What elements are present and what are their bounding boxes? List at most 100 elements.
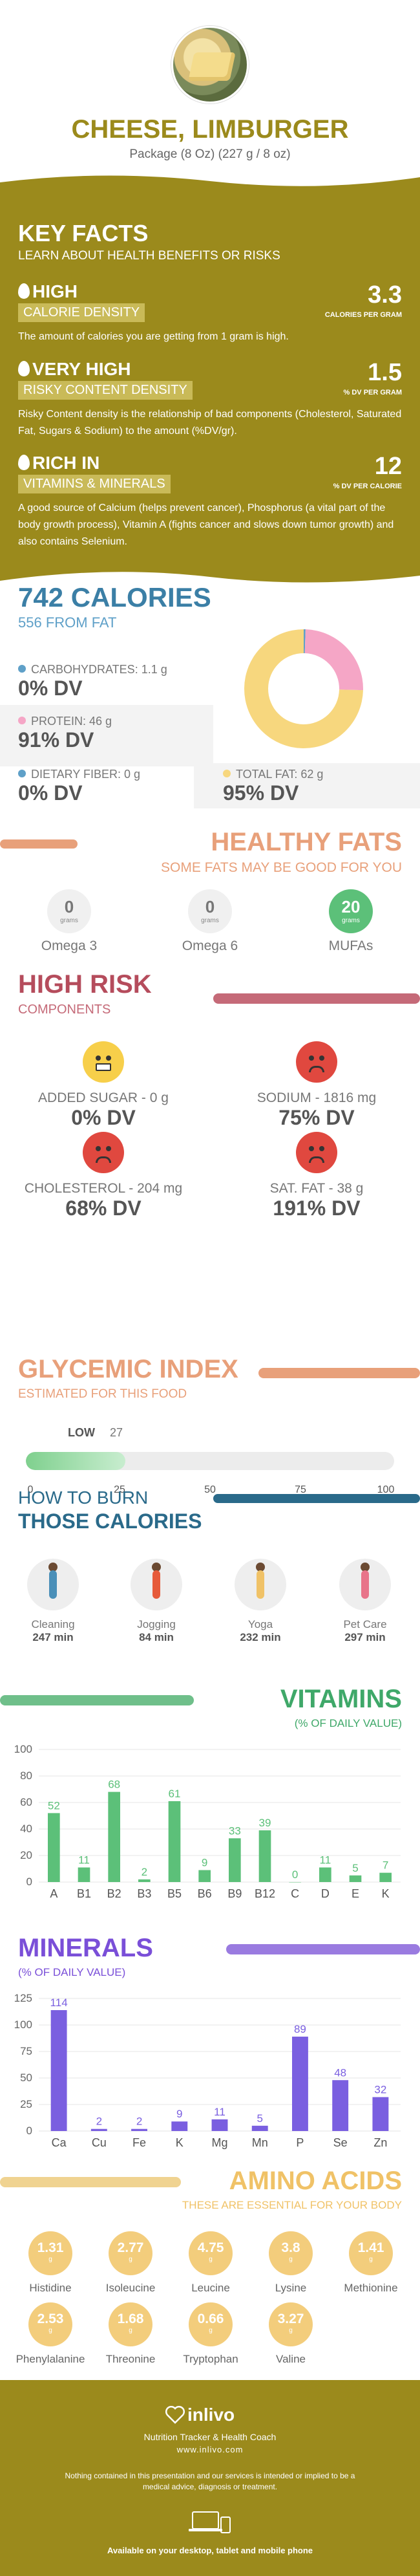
key-fact-description: The amount of calories you are getting f… (18, 331, 289, 342)
yoga-icon (235, 1559, 286, 1610)
vitamin-x-tick-label: B3 (137, 1887, 151, 1900)
amino-leucine: 4.75 g Leucine (172, 2231, 249, 2295)
decorative-bar (213, 993, 420, 1004)
vitamin-data-label: 33 (229, 1824, 241, 1837)
fat-mufas: 20 grams MUFAs (309, 889, 393, 954)
glycemic-value: 27 (110, 1426, 123, 1439)
key-facts-subtitle: LEARN ABOUT HEALTH BENEFITS OR RISKS (18, 249, 280, 263)
vitamins-section: VITAMINS (% OF DAILY VALUE) 0 20 40 60 80 100… (0, 1685, 420, 1918)
amino-unit: g (129, 2256, 132, 2263)
key-fact-level: VERY HIGH (32, 359, 131, 379)
cleaning-icon (27, 1559, 79, 1610)
brand-url[interactable]: www.inlivo.com (176, 2445, 244, 2454)
devices-icon (189, 2511, 231, 2533)
key-fact-level: RICH IN (32, 453, 100, 473)
burn-title-line1: HOW TO BURN (18, 1488, 149, 1508)
activity-minutes: 232 min (240, 1631, 281, 1643)
mineral-bar (251, 2125, 268, 2131)
mineral-x-tick-label: Fe (132, 2136, 146, 2149)
decorative-bar (213, 1494, 420, 1503)
flame-icon (18, 361, 30, 376)
vitamin-bar (349, 1875, 362, 1882)
glycemic-level: LOW (68, 1426, 95, 1439)
fat-name: MUFAs (328, 938, 373, 953)
key-fact-value: 12 (374, 453, 402, 480)
activity-name: Yoga (247, 1618, 273, 1630)
vitamin-x-tick-label: B1 (77, 1887, 91, 1900)
macro-protein: PROTEIN: 46 g 91% DV (18, 715, 212, 752)
glycemic-fill (26, 1452, 125, 1470)
flame-icon (18, 283, 30, 299)
vitamin-bar (48, 1813, 60, 1882)
fat-value: 0 (205, 897, 215, 916)
mineral-data-label: 9 (176, 2108, 182, 2120)
vitamin-data-label: 0 (292, 1868, 298, 1881)
vitamin-bar (78, 1867, 90, 1882)
glycemic-tick: 75 (295, 1484, 306, 1495)
fat-unit: grams (201, 917, 219, 924)
glycemic-scale (26, 1452, 394, 1470)
fiber-dv: 0% DV (18, 781, 83, 805)
risk-added-sugar: ADDED SUGAR - 0 g 0% DV (6, 1041, 200, 1130)
mineral-data-label: 5 (257, 2112, 262, 2125)
footer: inlivo Nutrition Tracker & Health Coach … (0, 2380, 420, 2576)
activity-yoga: Yoga 232 min (215, 1559, 306, 1644)
decorative-bar (0, 1695, 194, 1705)
vitamin-data-label: 11 (320, 1854, 331, 1866)
vitamin-x-tick-label: E (352, 1887, 359, 1900)
donut-slice-fat (244, 629, 363, 748)
vitamin-bar (319, 1867, 331, 1882)
risk-label: CHOLESTEROL - 204 mg (24, 1181, 183, 1196)
activity-name: Cleaning (31, 1618, 75, 1630)
header-wave (0, 175, 420, 189)
donut-slice-carbs (304, 629, 306, 654)
vitamin-bar (168, 1801, 181, 1882)
amino-name: Threonine (105, 2353, 156, 2365)
mineral-data-label: 11 (214, 2106, 226, 2118)
key-fact-value: 1.5 (368, 359, 402, 386)
risk-dv: 191% DV (273, 1196, 361, 1220)
healthy-fats-title: HEALTHY FATS (211, 828, 402, 856)
key-fact-name: CALORIE DENSITY (18, 303, 145, 322)
mineral-data-label: 114 (50, 1997, 68, 2009)
vitamin-x-tick-label: B2 (107, 1887, 121, 1900)
amino-valine: 3.27 g Valine (252, 2302, 330, 2366)
jogging-icon (131, 1559, 182, 1610)
mineral-data-label: 2 (136, 2116, 142, 2128)
mineral-y-tick-label: 100 (14, 2019, 32, 2031)
vitamin-y-tick-label: 20 (20, 1849, 32, 1861)
cheese-photo (171, 26, 249, 103)
activity-pet-care: Pet Care 297 min (320, 1559, 410, 1644)
risk-label: SAT. FAT - 38 g (269, 1181, 364, 1196)
amino-value: 1.31 (37, 2240, 64, 2255)
vitamin-data-label: 5 (352, 1862, 358, 1874)
vitamin-x-tick-label: D (321, 1887, 330, 1900)
vitamin-x-tick-label: A (50, 1887, 58, 1900)
brand-tagline: Nutrition Tracker & Health Coach (143, 2432, 277, 2442)
dizzy-face-icon (296, 1132, 337, 1173)
amino-tryptophan: 0.66 g Tryptophan (172, 2302, 249, 2366)
activity-name: Jogging (137, 1618, 176, 1630)
amino-threonine: 1.68 g Threonine (92, 2302, 169, 2366)
mineral-bar (171, 2121, 188, 2131)
amino-title: AMINO ACIDS (229, 2167, 402, 2195)
burn-calories-section: HOW TO BURN THOSE CALORIES Cleaning 247 … (0, 1488, 420, 1682)
vitamin-bar (258, 1830, 271, 1882)
amino-methionine: 1.41 g Methionine (332, 2231, 410, 2295)
key-fact-description: A good source of Calcium (helps prevent … (18, 503, 394, 547)
amino-value: 0.66 (197, 2311, 224, 2326)
amino-unit: g (209, 2256, 213, 2263)
amino-value: 1.68 (117, 2311, 144, 2326)
key-fact-unit: % DV PER GRAM (343, 389, 402, 396)
key-facts-title: KEY FACTS (18, 220, 149, 246)
availability-note: Available on your desktop, tablet and mo… (107, 2546, 313, 2555)
macro-total-fat: TOTAL FAT: 62 g 95% DV (223, 768, 417, 805)
vitamin-bar (138, 1879, 151, 1882)
risk-cholesterol: CHOLESTEROL - 204 mg 68% DV (6, 1132, 200, 1220)
vitamin-y-tick-label: 40 (20, 1823, 32, 1835)
calories-section: 742 CALORIES 556 FROM FAT CARBOHYDRATES:… (0, 582, 420, 808)
vitamin-x-tick-label: B12 (255, 1887, 275, 1900)
vitamin-x-tick-label: B5 (167, 1887, 182, 1900)
key-fact-description: Risky Content density is the relationshi… (18, 409, 402, 437)
vitamin-data-label: 39 (259, 1817, 271, 1829)
